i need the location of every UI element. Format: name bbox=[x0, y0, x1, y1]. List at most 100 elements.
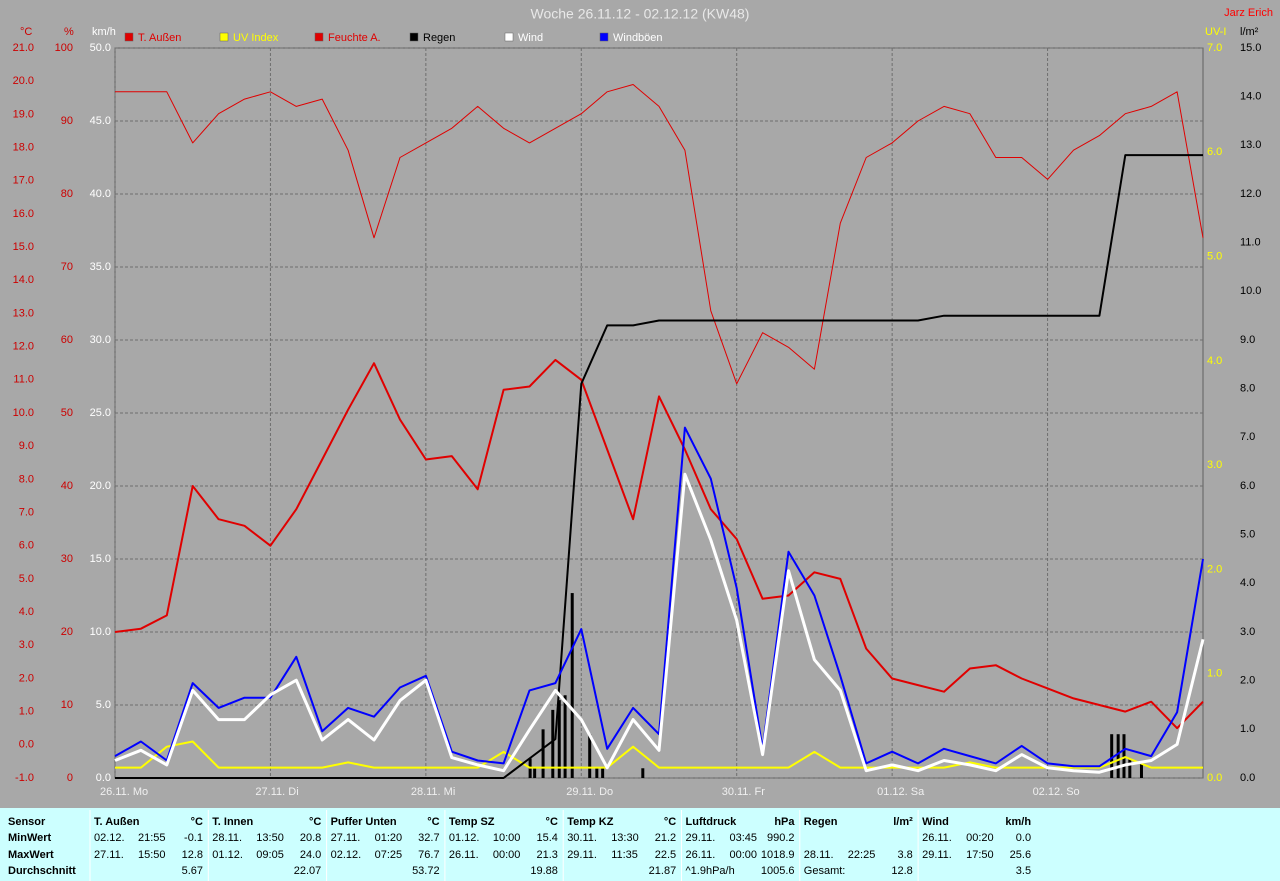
stat-cell: 21.2 bbox=[655, 832, 676, 844]
y-tick-label: 20.0 bbox=[90, 480, 111, 492]
axis-title: °C bbox=[20, 26, 32, 38]
stat-cell: 26.11. bbox=[686, 849, 716, 861]
group-name: Luftdruck bbox=[686, 816, 738, 828]
x-tick-label: 02.12. So bbox=[1033, 786, 1080, 798]
stat-cell: 22:25 bbox=[848, 849, 876, 861]
stat-cell: 09:05 bbox=[256, 849, 284, 861]
y-tick-label: 1.0 bbox=[1207, 668, 1222, 680]
stat-cell: 29.11. bbox=[567, 849, 597, 861]
y-tick-label: 30 bbox=[61, 553, 73, 565]
y-tick-label: 18.0 bbox=[13, 141, 34, 153]
y-tick-label: 20 bbox=[61, 626, 73, 638]
row-label: MinWert bbox=[8, 832, 52, 844]
y-tick-label: 7.0 bbox=[1240, 431, 1255, 443]
legend-swatch bbox=[124, 32, 134, 42]
x-tick-label: 29.11. Do bbox=[566, 786, 613, 798]
y-tick-label: 40 bbox=[61, 480, 73, 492]
y-tick-label: 14.0 bbox=[13, 274, 34, 286]
stat-cell: 00:00 bbox=[493, 849, 521, 861]
stat-cell: 03:45 bbox=[730, 832, 758, 844]
y-tick-label: 0.0 bbox=[96, 772, 111, 784]
y-tick-label: 4.0 bbox=[19, 606, 34, 618]
series-line bbox=[114, 358, 1204, 730]
legend-swatch bbox=[504, 32, 514, 42]
y-tick-label: 1.0 bbox=[19, 706, 34, 718]
y-tick-label: 80 bbox=[61, 188, 73, 200]
y-tick-label: 11.0 bbox=[13, 374, 34, 386]
y-tick-label: 20.0 bbox=[13, 75, 34, 87]
y-tick-label: 90 bbox=[61, 115, 73, 127]
stat-cell: 3.5 bbox=[1016, 865, 1031, 877]
stat-cell: 00:20 bbox=[966, 832, 994, 844]
series-line bbox=[114, 472, 1205, 774]
y-tick-label: 19.0 bbox=[13, 108, 34, 120]
y-tick-label: 9.0 bbox=[19, 440, 34, 452]
stat-cell: 20.8 bbox=[300, 832, 321, 844]
y-tick-label: 40.0 bbox=[90, 188, 111, 200]
y-tick-label: 1.0 bbox=[1240, 723, 1255, 735]
y-tick-label: 3.0 bbox=[19, 639, 34, 651]
y-tick-label: -1.0 bbox=[15, 772, 34, 784]
group-name: T. Außen bbox=[94, 816, 140, 828]
group-name: Regen bbox=[804, 816, 838, 828]
stat-cell: 21.87 bbox=[649, 865, 677, 877]
y-tick-label: 15.0 bbox=[1240, 42, 1261, 54]
rain-bar bbox=[1110, 734, 1114, 778]
rain-bar bbox=[533, 768, 537, 778]
series-line bbox=[115, 154, 1203, 779]
stat-cell: 12.8 bbox=[891, 865, 912, 877]
stat-cell: 02.12. bbox=[331, 849, 362, 861]
stat-cell: 27.11. bbox=[331, 832, 361, 844]
legend-label: T. Außen bbox=[138, 32, 181, 44]
stat-cell: 29.11. bbox=[922, 849, 952, 861]
y-tick-label: 6.0 bbox=[1207, 146, 1222, 158]
stat-cell: 10:00 bbox=[493, 832, 521, 844]
y-tick-label: 13.0 bbox=[1240, 139, 1261, 151]
stat-cell: 30.11. bbox=[567, 832, 597, 844]
axis-title: % bbox=[64, 26, 74, 38]
legend-swatch bbox=[219, 32, 229, 42]
y-tick-label: 30.0 bbox=[90, 334, 111, 346]
stat-cell: 28.11. bbox=[212, 832, 242, 844]
background bbox=[0, 0, 1280, 808]
stat-cell: 22.07 bbox=[294, 865, 322, 877]
stat-cell: ^1.9hPa/h bbox=[686, 865, 735, 877]
y-tick-label: 16.0 bbox=[13, 208, 34, 220]
stat-cell: 1005.6 bbox=[761, 865, 795, 877]
y-tick-label: 14.0 bbox=[1240, 91, 1261, 103]
rain-bar bbox=[641, 768, 645, 778]
group-name: Temp KZ bbox=[567, 816, 614, 828]
rain-bar bbox=[1122, 734, 1126, 778]
y-tick-label: 3.0 bbox=[1207, 459, 1222, 471]
rain-bar bbox=[595, 768, 599, 778]
y-tick-label: 11.0 bbox=[1240, 237, 1261, 249]
y-tick-label: 10 bbox=[61, 699, 73, 711]
stat-cell: 19.88 bbox=[530, 865, 558, 877]
rain-bar bbox=[570, 593, 574, 778]
series-line bbox=[115, 740, 1203, 769]
y-tick-label: 8.0 bbox=[1240, 383, 1255, 395]
legend-swatch bbox=[314, 32, 324, 42]
stat-cell: 27.11. bbox=[94, 849, 124, 861]
y-tick-label: 12.0 bbox=[13, 341, 34, 353]
group-name: Temp SZ bbox=[449, 816, 495, 828]
group-unit: km/h bbox=[1005, 816, 1031, 828]
stat-cell: 11:35 bbox=[611, 849, 638, 861]
stat-cell: 02.12. bbox=[94, 832, 125, 844]
stat-cell: 3.8 bbox=[898, 849, 913, 861]
y-tick-label: 17.0 bbox=[13, 175, 34, 187]
stat-cell: 15.4 bbox=[536, 832, 557, 844]
y-tick-label: 6.0 bbox=[19, 540, 34, 552]
stat-cell: 01.12. bbox=[449, 832, 480, 844]
legend-label: Wind bbox=[518, 32, 543, 44]
stat-cell: 26.11. bbox=[922, 832, 952, 844]
stat-cell: 1018.9 bbox=[761, 849, 795, 861]
rain-bar bbox=[551, 709, 555, 778]
stat-cell: 29.11. bbox=[686, 832, 716, 844]
y-tick-label: 5.0 bbox=[1207, 250, 1222, 262]
row-label: MaxWert bbox=[8, 849, 54, 861]
legend-swatch bbox=[409, 32, 419, 42]
y-tick-label: 25.0 bbox=[90, 407, 111, 419]
stat-cell: 28.11. bbox=[804, 849, 834, 861]
